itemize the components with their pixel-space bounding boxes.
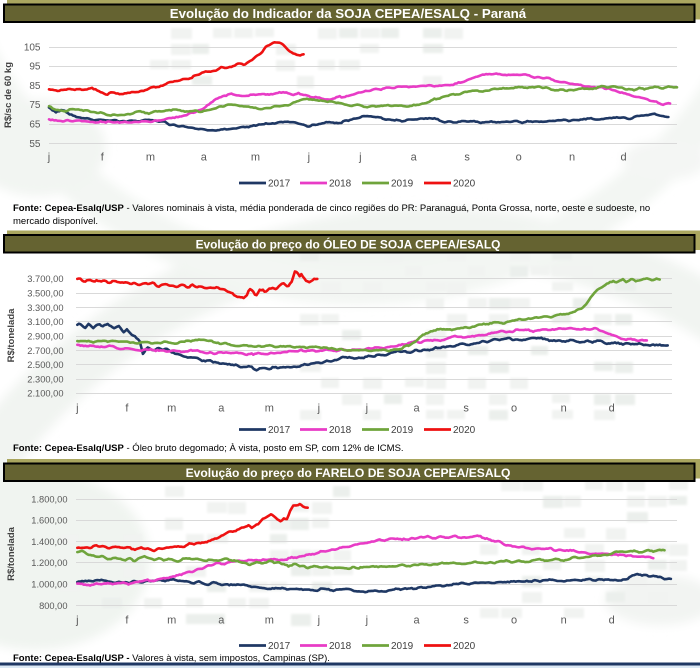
svg-text:2018: 2018 xyxy=(329,179,352,190)
svg-text:a: a xyxy=(413,615,420,627)
svg-text:j: j xyxy=(365,615,368,627)
svg-text:d: d xyxy=(609,403,615,415)
svg-text:j: j xyxy=(307,152,310,164)
svg-text:m: m xyxy=(251,152,260,164)
svg-text:85: 85 xyxy=(29,81,41,92)
svg-text:s: s xyxy=(463,615,469,627)
svg-text:65: 65 xyxy=(29,120,41,131)
svg-text:2019: 2019 xyxy=(391,179,414,190)
svg-text:d: d xyxy=(609,615,615,627)
svg-text:m: m xyxy=(167,615,176,627)
svg-text:j: j xyxy=(75,615,78,627)
svg-text:Evolução do Indicador da SOJA: Evolução do Indicador da SOJA CEPEA/ESAL… xyxy=(170,6,527,21)
svg-text:j: j xyxy=(47,152,50,164)
svg-text:2018: 2018 xyxy=(329,425,352,436)
svg-text:1.400,00: 1.400,00 xyxy=(31,537,67,547)
svg-text:Fonte: Cepea-Esalq/USP - Valor: Fonte: Cepea-Esalq/USP - Valores à vista… xyxy=(13,653,330,664)
svg-text:f: f xyxy=(101,152,105,164)
svg-text:2017: 2017 xyxy=(268,425,291,436)
svg-text:2020: 2020 xyxy=(453,179,476,190)
svg-text:s: s xyxy=(464,152,470,164)
svg-text:m: m xyxy=(265,615,274,627)
svg-text:2.900,00: 2.900,00 xyxy=(27,331,63,341)
svg-text:n: n xyxy=(569,152,575,164)
svg-text:Evolução do preço do ÓLEO DE S: Evolução do preço do ÓLEO DE SOJA CEPEA/… xyxy=(196,236,501,251)
svg-text:2019: 2019 xyxy=(391,425,414,436)
svg-text:3.100,00: 3.100,00 xyxy=(27,317,63,327)
svg-text:R$/tonelada: R$/tonelada xyxy=(6,308,17,363)
svg-text:Fonte: Cepea-Esalq/USP - Valor: Fonte: Cepea-Esalq/USP - Valores nominai… xyxy=(13,203,650,214)
svg-text:1.800,00: 1.800,00 xyxy=(31,494,67,504)
svg-text:a: a xyxy=(411,152,418,164)
svg-text:j: j xyxy=(317,403,320,415)
svg-text:2019: 2019 xyxy=(391,641,414,652)
svg-text:o: o xyxy=(511,403,517,415)
svg-text:n: n xyxy=(561,403,567,415)
svg-text:j: j xyxy=(317,615,320,627)
svg-text:2.500,00: 2.500,00 xyxy=(27,360,63,370)
svg-text:95: 95 xyxy=(29,62,41,73)
svg-text:mercado disponível.: mercado disponível. xyxy=(13,216,98,227)
svg-text:3.700,00: 3.700,00 xyxy=(27,274,63,284)
svg-text:Fonte: Cepea-Esalq/USP - Óleo: Fonte: Cepea-Esalq/USP - Óleo bruto dego… xyxy=(13,443,404,454)
svg-text:3.300,00: 3.300,00 xyxy=(27,303,63,313)
svg-text:800,00: 800,00 xyxy=(39,601,67,611)
svg-text:m: m xyxy=(265,403,274,415)
svg-text:1.600,00: 1.600,00 xyxy=(31,516,67,526)
svg-text:n: n xyxy=(561,615,567,627)
svg-text:a: a xyxy=(218,403,225,415)
svg-text:2.100,00: 2.100,00 xyxy=(27,389,63,399)
svg-text:2.300,00: 2.300,00 xyxy=(27,374,63,384)
svg-text:105: 105 xyxy=(24,42,41,53)
svg-text:R$/tonelada: R$/tonelada xyxy=(6,526,17,581)
svg-text:2.700,00: 2.700,00 xyxy=(27,346,63,356)
svg-text:j: j xyxy=(365,403,368,415)
svg-text:2020: 2020 xyxy=(453,425,476,436)
svg-text:m: m xyxy=(146,152,155,164)
svg-text:a: a xyxy=(413,403,420,415)
svg-text:a: a xyxy=(218,615,225,627)
svg-text:o: o xyxy=(511,615,517,627)
svg-text:Evolução do preço do FARELO DE: Evolução do preço do FARELO DE SOJA CEPE… xyxy=(186,466,511,480)
svg-text:55: 55 xyxy=(29,139,41,150)
svg-text:2017: 2017 xyxy=(268,179,291,190)
svg-text:m: m xyxy=(167,403,176,415)
svg-text:1.200,00: 1.200,00 xyxy=(31,558,67,568)
svg-text:R$/sc de 60 kg: R$/sc de 60 kg xyxy=(3,62,14,128)
svg-text:2018: 2018 xyxy=(329,641,352,652)
svg-text:a: a xyxy=(201,152,208,164)
svg-text:o: o xyxy=(516,152,522,164)
svg-text:2017: 2017 xyxy=(268,641,291,652)
svg-text:f: f xyxy=(125,403,129,415)
svg-text:s: s xyxy=(463,403,469,415)
svg-text:j: j xyxy=(75,403,78,415)
svg-text:3.500,00: 3.500,00 xyxy=(27,288,63,298)
svg-text:j: j xyxy=(358,152,361,164)
svg-text:2020: 2020 xyxy=(453,641,476,652)
svg-text:f: f xyxy=(125,615,129,627)
svg-text:d: d xyxy=(621,152,627,164)
svg-text:75: 75 xyxy=(29,100,41,111)
svg-text:1.000,00: 1.000,00 xyxy=(31,580,67,590)
